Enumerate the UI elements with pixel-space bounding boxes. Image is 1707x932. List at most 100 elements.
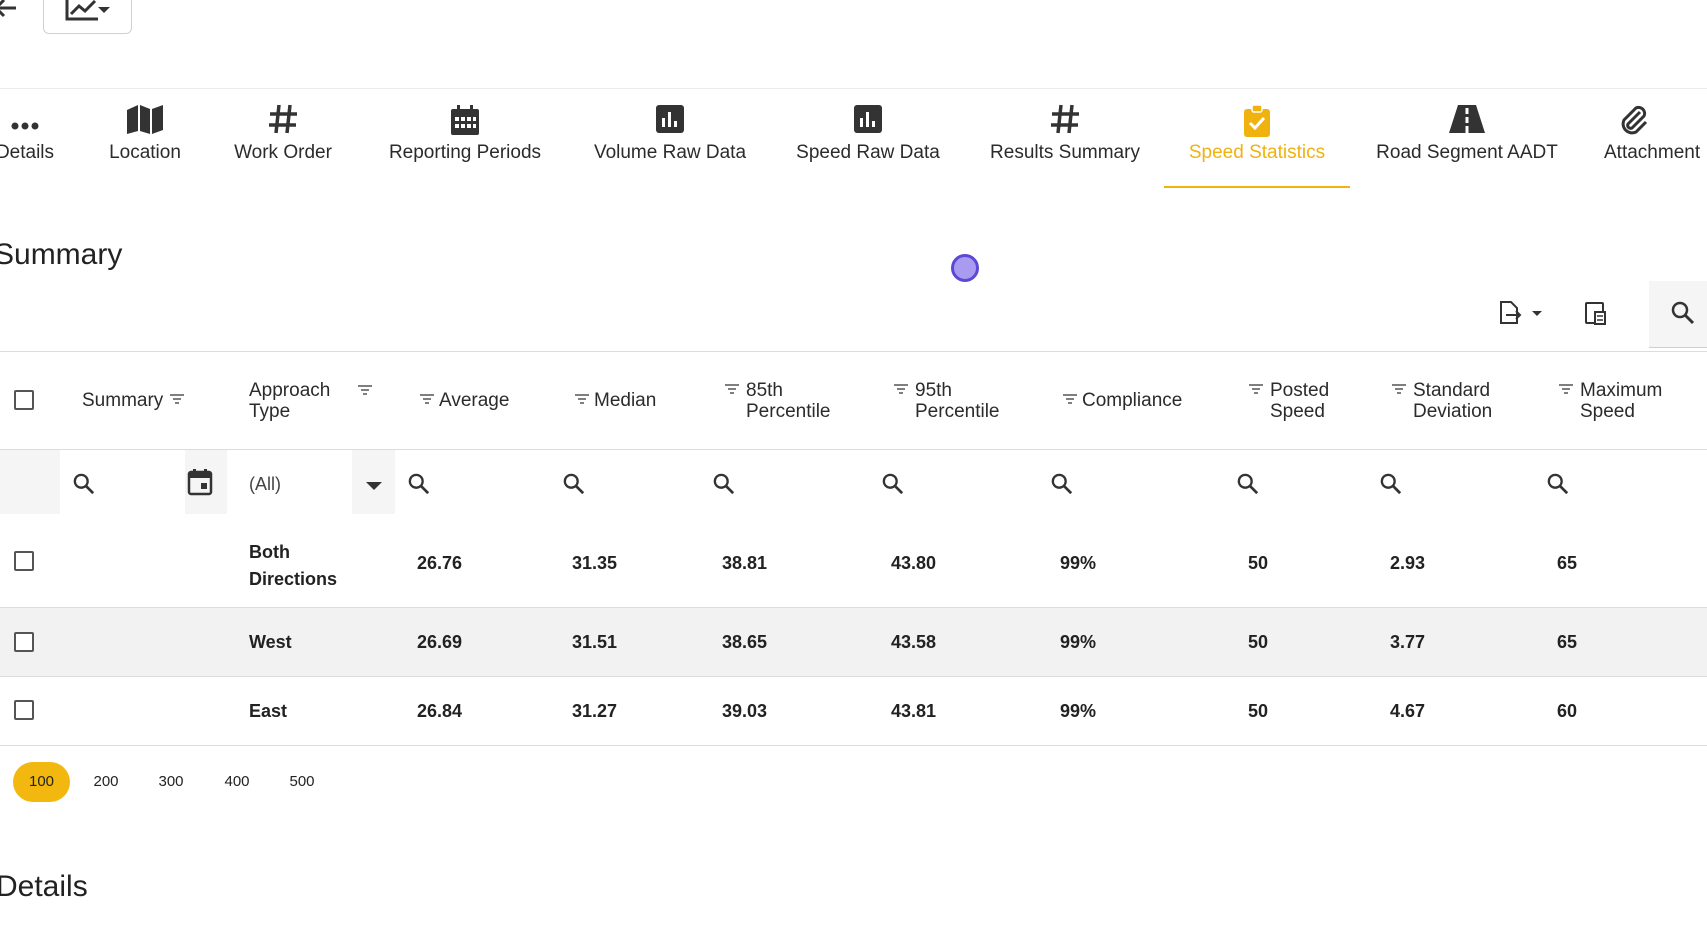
filter-icon[interactable] xyxy=(724,380,740,401)
row-checkbox[interactable] xyxy=(14,551,34,571)
p95-cell: 43.80 xyxy=(891,553,937,573)
page-size-100[interactable]: 100 xyxy=(13,762,70,802)
filter-icon[interactable] xyxy=(1391,380,1407,401)
max-speed-filter-search-icon[interactable] xyxy=(1547,473,1569,500)
tab-attachment[interactable]: Attachment xyxy=(1604,100,1707,186)
posted-speed-filter-search-icon[interactable] xyxy=(1237,473,1259,500)
calendar-icon[interactable] xyxy=(187,468,213,501)
road-icon xyxy=(1375,104,1559,142)
filter-icon[interactable] xyxy=(1558,380,1574,401)
max-speed-cell: 65 xyxy=(1557,553,1578,573)
approach-text: Directions xyxy=(249,569,338,589)
approach-text: Both xyxy=(249,542,290,562)
approach-type-filter-select[interactable]: (All) xyxy=(249,474,281,494)
tab-work-order[interactable]: Work Order xyxy=(228,100,338,186)
header-summary[interactable]: Summary xyxy=(82,390,189,411)
stddev-filter-search-icon[interactable] xyxy=(1380,473,1402,500)
filter-icon[interactable] xyxy=(574,390,590,411)
filter-icon[interactable] xyxy=(357,381,373,402)
page-size-500[interactable]: 500 xyxy=(289,773,315,790)
export-menu-button[interactable] xyxy=(1498,300,1546,331)
average-filter-search-icon[interactable] xyxy=(408,473,430,500)
tab-label: Results Summary xyxy=(990,142,1140,163)
header-label: Standard xyxy=(1413,380,1491,401)
tab-label: Road Segment AADT xyxy=(1376,142,1558,163)
average-cell: 26.76 xyxy=(417,553,463,573)
chart-menu-button[interactable] xyxy=(43,0,132,34)
tab-speed-statistics[interactable]: Speed Statistics xyxy=(1164,100,1350,188)
header-bottom-border xyxy=(0,449,1707,450)
header-95th-percentile[interactable]: 95th Percentile xyxy=(893,380,1000,422)
tab-label: Volume Raw Data xyxy=(593,142,747,163)
tab-label: Speed Statistics xyxy=(1188,142,1326,163)
dots-icon xyxy=(0,104,58,142)
filter-icon[interactable] xyxy=(419,390,435,411)
tab-label: Details xyxy=(0,142,55,163)
page-size-300[interactable]: 300 xyxy=(158,773,184,790)
header-label: Average xyxy=(439,390,510,411)
table-row[interactable] xyxy=(0,608,1707,676)
row-divider xyxy=(0,676,1707,677)
p95-filter-search-icon[interactable] xyxy=(882,473,904,500)
tab-bar: Details Location Work Order Reporting Pe… xyxy=(0,100,1707,188)
median-cell: 31.35 xyxy=(572,553,618,573)
header-standard-deviation[interactable]: Standard Deviation xyxy=(1391,380,1492,422)
top-bar xyxy=(0,0,1707,88)
hash-icon xyxy=(988,104,1142,142)
tab-speed-raw-data[interactable]: Speed Raw Data xyxy=(795,100,941,186)
row-checkbox[interactable] xyxy=(14,632,34,652)
bar-chart-icon xyxy=(795,104,941,142)
tab-reporting-periods[interactable]: Reporting Periods xyxy=(383,100,547,186)
filter-icon[interactable] xyxy=(169,390,185,411)
search-icon xyxy=(1671,301,1695,325)
row-checkbox[interactable] xyxy=(14,700,34,720)
stddev-cell: 4.67 xyxy=(1390,701,1426,721)
filter-icon[interactable] xyxy=(1248,380,1264,401)
tab-label: Work Order xyxy=(234,142,332,163)
approach-type-cell: East xyxy=(249,701,288,721)
details-section-title: Details xyxy=(0,870,88,903)
table-bottom-border xyxy=(0,745,1707,746)
tab-results-summary[interactable]: Results Summary xyxy=(988,100,1142,186)
select-all-checkbox[interactable] xyxy=(14,390,34,410)
tab-location[interactable]: Location xyxy=(100,100,190,186)
search-panel-button[interactable] xyxy=(1649,281,1707,348)
filter-icon[interactable] xyxy=(1062,390,1078,411)
tab-label: Reporting Periods xyxy=(388,142,542,163)
max-speed-cell: 60 xyxy=(1557,701,1578,721)
p85-cell: 38.65 xyxy=(722,632,768,652)
max-speed-cell: 65 xyxy=(1557,632,1578,652)
approach-type-cell: Both Directions xyxy=(249,539,337,593)
filter-icon[interactable] xyxy=(893,380,909,401)
stddev-cell: 2.93 xyxy=(1390,553,1426,573)
header-label: Deviation xyxy=(1413,401,1493,422)
tab-details[interactable]: Details xyxy=(0,100,58,186)
median-filter-search-icon[interactable] xyxy=(563,473,585,500)
map-icon xyxy=(100,104,190,142)
header-approach-type[interactable]: Approach Type xyxy=(249,380,330,422)
p85-filter-search-icon[interactable] xyxy=(713,473,735,500)
header-label: Percentile xyxy=(915,401,1000,422)
bar-chart-icon xyxy=(591,104,749,142)
page-size-200[interactable]: 200 xyxy=(93,773,119,790)
chevron-down-icon[interactable] xyxy=(365,478,383,496)
header-compliance[interactable]: Compliance xyxy=(1062,390,1182,411)
summary-filter-search-icon[interactable] xyxy=(73,473,95,500)
header-85th-percentile[interactable]: 85th Percentile xyxy=(724,380,831,422)
header-label: 85th xyxy=(746,380,783,401)
p85-cell: 38.81 xyxy=(722,553,768,573)
header-maximum-speed[interactable]: Maximum Speed xyxy=(1558,380,1662,422)
back-arrow-icon[interactable] xyxy=(0,0,22,22)
header-average[interactable]: Average xyxy=(419,390,509,411)
compliance-filter-search-icon[interactable] xyxy=(1051,473,1073,500)
header-posted-speed[interactable]: Posted Speed xyxy=(1248,380,1329,422)
summary-section-title: Summary xyxy=(0,238,123,271)
p95-cell: 43.58 xyxy=(891,632,937,652)
column-chooser-button[interactable] xyxy=(1584,300,1608,331)
header-median[interactable]: Median xyxy=(574,390,656,411)
compliance-cell: 99% xyxy=(1060,701,1097,721)
compliance-cell: 99% xyxy=(1060,632,1097,652)
tab-volume-raw-data[interactable]: Volume Raw Data xyxy=(591,100,749,186)
page-size-400[interactable]: 400 xyxy=(224,773,250,790)
tab-road-segment-aadt[interactable]: Road Segment AADT xyxy=(1375,100,1559,186)
